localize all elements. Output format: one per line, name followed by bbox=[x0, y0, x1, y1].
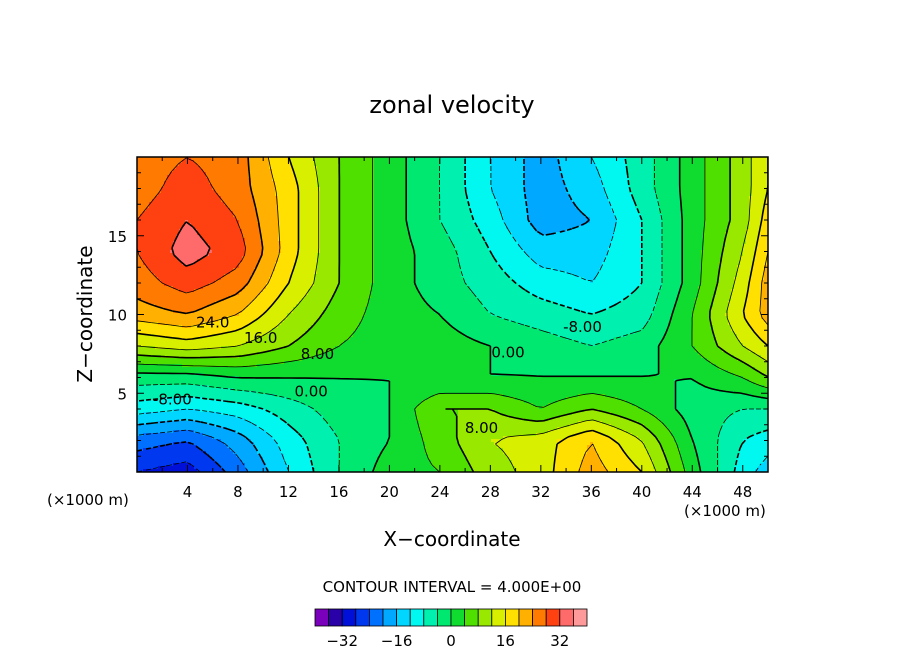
chart-title: zonal velocity bbox=[369, 91, 534, 119]
velocity-field bbox=[137, 157, 771, 473]
zonal-velocity-chart: zonal velocity 24.016.08.000.00-8.000.00… bbox=[0, 0, 904, 654]
